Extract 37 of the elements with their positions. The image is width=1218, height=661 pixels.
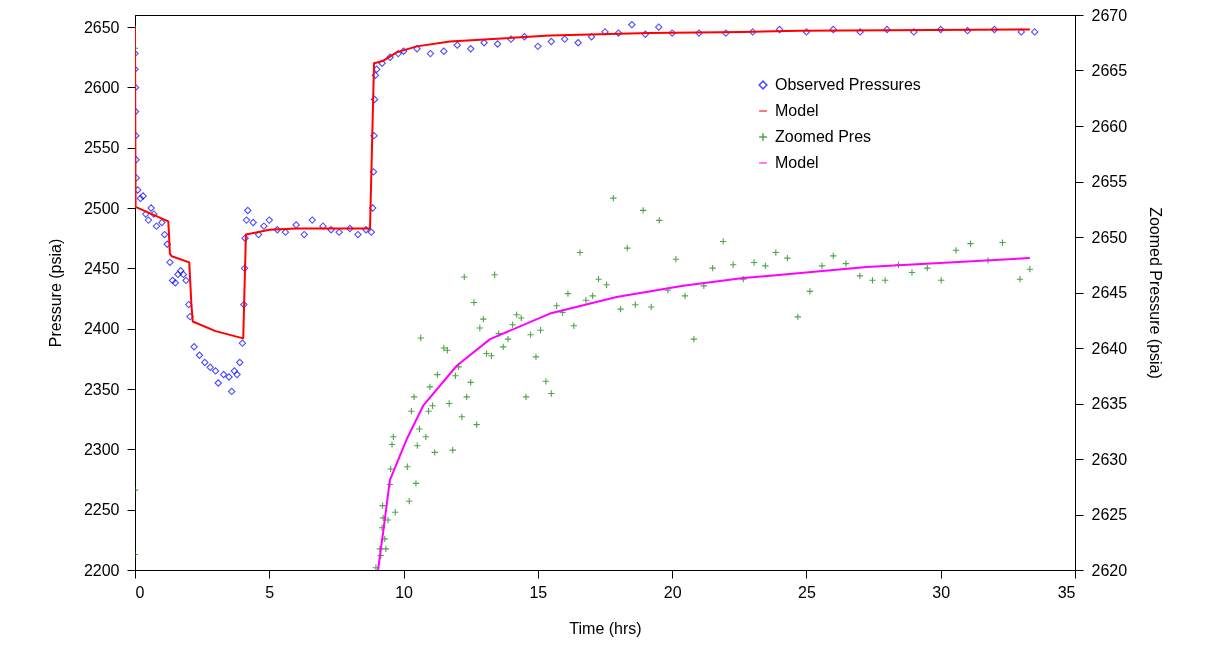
y-tick-label: 2200 — [83, 561, 120, 579]
y2-tick-label: 2650 — [1091, 228, 1128, 246]
y-tick-label: 2650 — [83, 18, 120, 36]
y2-tick-label: 2635 — [1091, 395, 1128, 412]
x-tick-label: 30 — [932, 583, 951, 601]
x-tick-label: 10 — [395, 583, 414, 601]
y-tick-label: 2350 — [83, 380, 120, 398]
y2-tick-label: 2645 — [1091, 284, 1128, 301]
y2-tick-label: 2665 — [1091, 62, 1128, 79]
y-tick-label: 2550 — [83, 139, 120, 157]
x-tick-label: 0 — [135, 583, 145, 601]
y2-axis-title: Zoomed Pressure (psia) — [1147, 207, 1165, 379]
legend-label: Model — [775, 154, 819, 171]
y-tick-label: 2600 — [83, 78, 120, 96]
x-tick-label: 20 — [663, 583, 682, 601]
x-tick-label: 25 — [798, 583, 816, 601]
y-tick-label: 2300 — [83, 440, 120, 458]
y-tick-label: 2500 — [83, 199, 120, 217]
legend-label: Zoomed Pres — [775, 128, 872, 145]
legend-label: Observed Pressures — [775, 76, 921, 93]
y2-tick-label: 2670 — [1091, 6, 1128, 24]
y2-tick-label: 2630 — [1091, 450, 1128, 468]
line-series — [377, 257, 1031, 570]
y2-tick-label: 2625 — [1091, 506, 1128, 523]
x-tick-label: 35 — [1057, 583, 1076, 601]
y-axis-title: Pressure (psia) — [46, 238, 64, 348]
legend-label: Model — [775, 102, 819, 119]
x-axis-title: Time (hrs) — [569, 619, 642, 637]
y-tick-label: 2450 — [83, 259, 120, 277]
y2-tick-label: 2620 — [1091, 561, 1128, 579]
y-tick-label: 2400 — [83, 320, 120, 338]
x-tick-label: 15 — [529, 583, 548, 601]
x-tick-label: 5 — [265, 583, 275, 601]
y2-tick-label: 2640 — [1091, 339, 1128, 357]
y2-tick-label: 2660 — [1091, 117, 1128, 135]
y2-tick-label: 2655 — [1091, 173, 1128, 190]
y-tick-label: 2250 — [83, 501, 120, 519]
